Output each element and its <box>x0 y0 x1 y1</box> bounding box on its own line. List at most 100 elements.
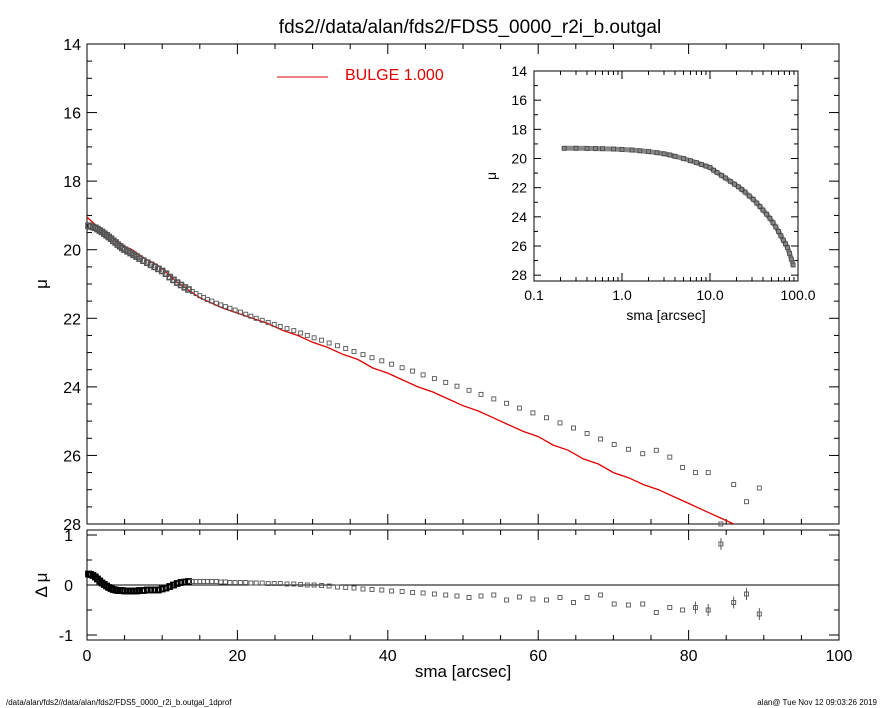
data-point <box>311 335 317 341</box>
residual-point <box>143 586 151 594</box>
inset-y-tick-label: 18 <box>511 121 527 137</box>
x-tick-label: 80 <box>680 648 698 665</box>
data-point <box>705 470 711 476</box>
inset-data-point <box>573 145 579 151</box>
data-point <box>756 485 762 491</box>
inset-data-point <box>646 149 651 155</box>
legend-label-bulge: BULGE 1.000 <box>345 67 444 84</box>
data-point <box>516 405 522 411</box>
residual-point <box>222 579 228 585</box>
residual-point <box>379 587 385 593</box>
inset-x-tick-label: 10.0 <box>696 287 723 303</box>
residual-y-tick-label: 0 <box>64 578 73 595</box>
residual-point <box>162 584 170 592</box>
residual-point <box>158 585 166 593</box>
residual-point <box>625 602 631 608</box>
data-point <box>611 442 617 447</box>
data-point <box>351 349 357 354</box>
data-point <box>277 324 283 329</box>
data-point <box>213 300 219 306</box>
data-point <box>232 307 238 313</box>
inset-data-point <box>750 196 756 202</box>
main-y-tick-label: 14 <box>63 37 81 54</box>
inset-data-point <box>746 193 752 199</box>
residual-point <box>227 580 233 585</box>
data-point <box>653 447 659 453</box>
data-point <box>478 391 484 397</box>
inset-data-point <box>719 172 724 178</box>
residual-point <box>237 580 243 585</box>
residual-point <box>454 593 460 599</box>
data-point <box>304 332 310 338</box>
data-point <box>326 340 332 346</box>
data-point <box>284 326 290 332</box>
residual-point <box>343 585 349 590</box>
data-point <box>744 499 749 505</box>
x-tick-label: 20 <box>229 648 247 665</box>
data-point <box>227 305 233 311</box>
data-point <box>443 379 449 385</box>
inset-data-point <box>629 147 635 153</box>
data-point <box>399 365 405 371</box>
residual-point <box>389 588 395 594</box>
main-axes: 14 16 18 20 22 24 26 28 <box>63 37 840 534</box>
residual-point <box>360 586 366 592</box>
residual-y-tick-label: -1 <box>59 628 73 645</box>
inset-data-point <box>672 153 678 159</box>
data-point <box>557 420 563 426</box>
residual-point <box>177 579 185 586</box>
inset-data-point <box>694 160 699 166</box>
data-point <box>334 343 340 349</box>
inset-data-point <box>790 262 796 268</box>
data-point <box>454 383 460 389</box>
residual-point <box>243 580 249 585</box>
inset-data-point <box>736 184 741 190</box>
main-y-tick-label: 26 <box>63 448 81 465</box>
inset-plot-frame <box>533 70 799 282</box>
inset-data-point <box>707 165 713 170</box>
main-y-tick-label: 20 <box>63 243 81 260</box>
residual-point <box>304 582 310 588</box>
residual-point <box>154 586 162 594</box>
inset-x-tick-label: 1.0 <box>612 287 632 303</box>
residual-point <box>277 581 283 586</box>
inset-data-point <box>681 156 686 161</box>
data-point <box>718 521 724 527</box>
data-point <box>491 396 497 402</box>
inset-data-point <box>732 181 737 187</box>
inset-axes: 14 16 18 20 22 24 26 28 0.1 1.0 10.0 100.0 <box>511 63 815 303</box>
inset-data-point <box>785 245 790 250</box>
residual-point <box>680 607 686 613</box>
residual-point <box>516 594 522 600</box>
data-point <box>389 361 395 367</box>
inset-data-point <box>776 228 781 234</box>
residual-point <box>557 595 563 600</box>
inset-y-tick-label: 28 <box>511 267 527 283</box>
data-point <box>379 358 385 364</box>
inset-data-point <box>757 204 763 210</box>
inset-data-point <box>611 146 616 152</box>
inset-data-point <box>600 146 605 152</box>
main-panel: 14 16 18 20 22 24 26 28 μ BULGE 1.000 <box>32 37 840 534</box>
residual-point <box>544 597 549 603</box>
inset-data-point <box>584 145 590 151</box>
residual-point <box>291 581 297 587</box>
residual-point <box>667 605 673 610</box>
residual-point <box>271 581 277 586</box>
residual-point <box>265 581 271 586</box>
data-point <box>253 315 259 321</box>
residual-point <box>611 601 617 607</box>
inset-data-point <box>764 211 769 217</box>
data-point <box>360 352 366 358</box>
data-point <box>298 330 304 336</box>
data-point <box>584 431 590 436</box>
residual-panel: 1 0 -1 0 20 40 60 80 100 Δ μ sma [arcsec] <box>32 528 852 681</box>
main-series <box>85 216 762 527</box>
data-point <box>680 464 686 470</box>
residual-point <box>718 541 724 547</box>
inset-y-tick-label: 24 <box>511 209 527 225</box>
residual-point <box>334 584 340 590</box>
inset-data-point <box>787 250 792 256</box>
inset-data-point <box>637 148 643 154</box>
data-point <box>204 296 210 302</box>
